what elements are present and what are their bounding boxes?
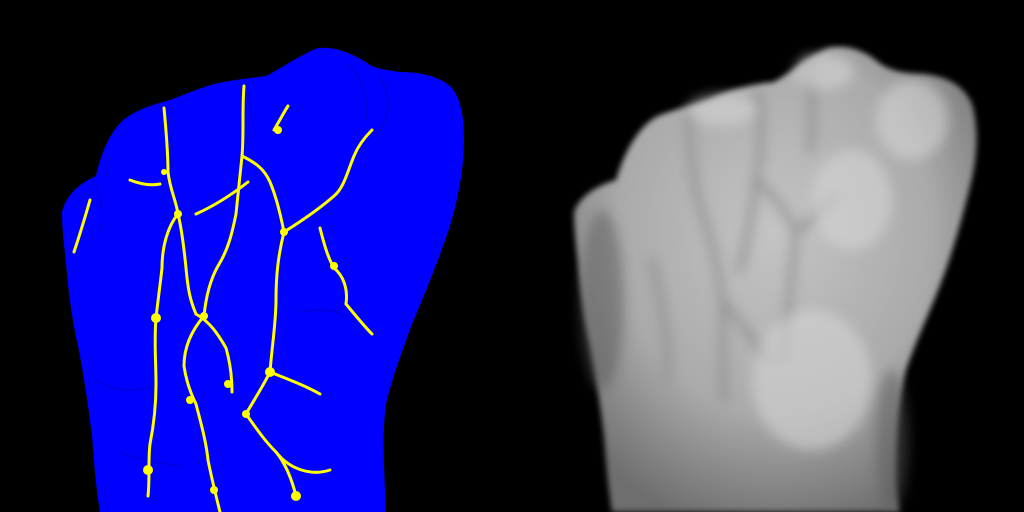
- segmentation-panel: [62, 47, 464, 512]
- vein-shadows: [648, 56, 838, 404]
- segmentation-svg: [62, 47, 464, 512]
- vein-network: [72, 84, 374, 512]
- vein-junctions: [143, 126, 338, 501]
- hand-mask: [62, 47, 464, 512]
- side-shading: [580, 210, 908, 510]
- grayscale-svg: [512, 0, 1024, 512]
- knuckle-highlights: [688, 54, 948, 450]
- grayscale-panel: [512, 0, 1024, 512]
